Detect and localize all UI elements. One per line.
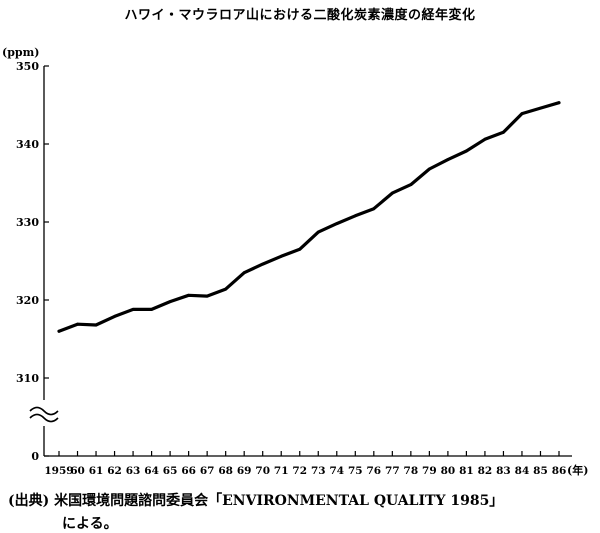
x-tick-label: 60 <box>70 465 85 477</box>
x-tick-label: 62 <box>107 465 122 477</box>
data-point <box>205 294 209 298</box>
x-tick-label: 66 <box>181 465 196 477</box>
chart-title: ハワイ・マウラロア山における二酸化炭素濃度の経年変化 <box>124 8 476 23</box>
data-point <box>372 207 376 211</box>
axis-break-mark <box>29 413 59 423</box>
data-point <box>57 329 61 333</box>
data-point <box>428 167 431 171</box>
x-tick-label: 69 <box>237 465 252 477</box>
x-tick-label: 74 <box>329 465 344 477</box>
x-tick-label: 76 <box>367 465 382 477</box>
x-tick-label: 86 <box>552 465 567 477</box>
data-point <box>94 323 98 327</box>
data-point <box>261 262 265 266</box>
source-citation-continued: による。 <box>62 516 118 532</box>
x-tick-label: 80 <box>441 465 456 477</box>
x-tick-label: 81 <box>459 465 474 477</box>
y-unit-label: (ppm) <box>2 46 39 59</box>
data-point <box>465 149 468 153</box>
x-tick-label: 79 <box>422 465 437 477</box>
x-tick-label: 72 <box>292 465 307 477</box>
x-tick-label: 85 <box>533 465 548 477</box>
data-point <box>187 293 191 297</box>
data-point <box>520 112 524 115</box>
x-tick-label: 70 <box>255 465 270 477</box>
source-citation: (出典) 米国環境問題諮問委員会「ENVIRONMENTAL QUALITY 1… <box>8 493 504 509</box>
axis-break-mark <box>29 406 59 416</box>
x-tick-label: 82 <box>478 465 493 477</box>
x-unit-label: (年) <box>567 463 588 477</box>
x-tick-label: 67 <box>200 465 215 477</box>
data-point <box>539 106 542 110</box>
x-tick-label: 68 <box>218 465 233 477</box>
x-tick-label: 65 <box>163 465 178 477</box>
data-point <box>298 247 302 251</box>
y-tick-label: 0 <box>31 450 39 463</box>
data-point <box>316 230 320 234</box>
data-point <box>76 322 79 326</box>
x-tick-label: 61 <box>89 465 104 477</box>
data-point <box>446 158 450 162</box>
x-tick-label: 63 <box>126 465 141 477</box>
x-tick-label: 73 <box>311 465 326 477</box>
y-tick-label: 310 <box>16 372 39 385</box>
x-tick-label: 1959 <box>44 465 73 477</box>
x-tick-label: 77 <box>385 465 400 477</box>
data-point <box>131 308 135 311</box>
y-tick-label: 320 <box>16 294 39 307</box>
y-tick-label: 350 <box>16 60 39 73</box>
y-tick-label: 330 <box>16 216 39 229</box>
data-point <box>353 214 357 218</box>
data-point <box>557 101 561 105</box>
data-point <box>335 222 339 226</box>
x-tick-label: 84 <box>515 465 530 477</box>
data-point <box>224 287 228 291</box>
data-point <box>242 271 246 275</box>
x-tick-label: 64 <box>144 465 159 477</box>
data-point <box>390 191 394 195</box>
data-point <box>168 300 172 303</box>
x-tick-label: 75 <box>348 465 363 477</box>
x-tick-label: 78 <box>404 465 419 477</box>
data-point <box>409 183 413 187</box>
data-point <box>483 137 487 141</box>
data-point <box>113 315 116 318</box>
x-tick-label: 71 <box>274 465 289 477</box>
data-point <box>502 130 505 134</box>
y-tick-label: 340 <box>16 138 39 151</box>
data-point <box>279 254 283 258</box>
co2-concentration-line <box>57 101 561 333</box>
data-point <box>150 308 154 311</box>
x-tick-label: 83 <box>496 465 511 477</box>
